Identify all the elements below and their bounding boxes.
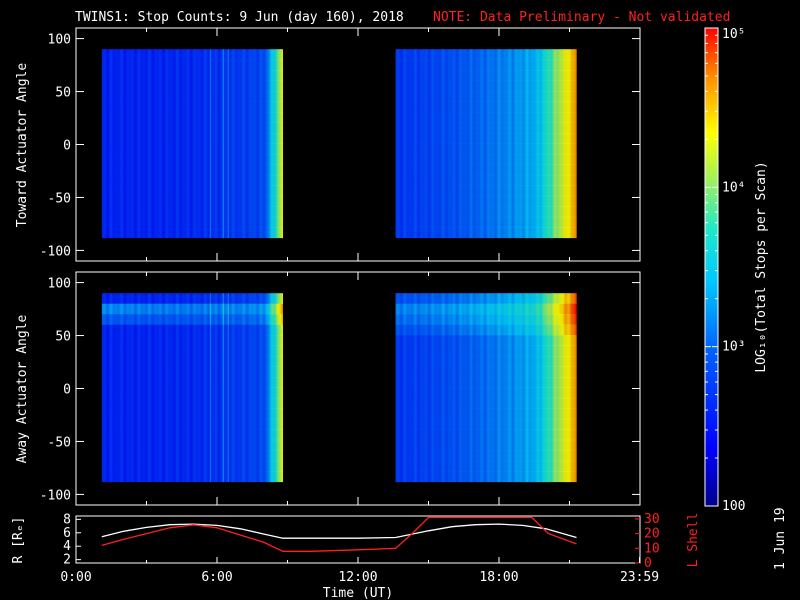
colorbar-label: LOG₁₀(Total Stops per Scan) xyxy=(754,161,769,372)
top-spectrogram-data xyxy=(101,49,577,239)
y-tick-label: 50 xyxy=(55,86,71,101)
r-tick-label: 2 xyxy=(63,553,71,568)
x-axis-label: Time (UT) xyxy=(323,586,393,600)
colorbar-gradient xyxy=(705,28,718,506)
orbit-panel-frame xyxy=(75,515,641,564)
colorbar-tick-label: 10⁵ xyxy=(722,27,745,42)
r-tick-label: 4 xyxy=(63,539,71,554)
x-tick-label: 0:00 xyxy=(60,570,91,585)
y-tick-label: 0 xyxy=(63,139,71,154)
x-tick-label: 12:00 xyxy=(338,570,377,585)
lshell-series-line xyxy=(101,516,577,552)
colorbar-ticks: 10⁵ 10⁴ 10³ 100 xyxy=(705,27,745,514)
lshell-tick-label: 10 xyxy=(644,541,660,556)
r-tick-label: 6 xyxy=(63,526,71,541)
colorbar-tick-label: 10³ xyxy=(722,340,745,355)
x-tick-label: 6:00 xyxy=(201,570,232,585)
y-tick-label: 100 xyxy=(48,33,71,48)
top-y-ticks: 100 50 0 -50 -100 xyxy=(40,28,641,261)
colorbar-tick-label: 100 xyxy=(722,499,745,514)
chart-title: TWINS1: Stop Counts: 9 Jun (day 160), 20… xyxy=(75,10,404,25)
r-axis-label: R [Rₑ] xyxy=(11,517,26,564)
x-tick-label: 23:59 xyxy=(620,570,659,585)
x-tick-label: 18:00 xyxy=(479,570,518,585)
y-tick-label: -100 xyxy=(40,244,71,259)
spectrogram-segment-2 xyxy=(395,49,397,61)
r-tick-label: 8 xyxy=(63,512,71,527)
y-tick-label: -100 xyxy=(40,488,71,503)
lshell-tick-label: 0 xyxy=(644,556,652,571)
y-tick-label: 50 xyxy=(55,330,71,345)
r-series-line xyxy=(101,523,577,539)
bottom-panel: 100 50 0 -50 -100 Away Actuator Angle xyxy=(15,271,641,506)
orbit-lines xyxy=(101,516,577,552)
top-panel: 100 50 0 -50 -100 Toward Actuator Angle xyxy=(15,27,641,262)
generation-date: 1 Jun 19 xyxy=(773,507,788,570)
bottom-y-label: Away Actuator Angle xyxy=(15,314,30,463)
colorbar-tick-label: 10⁴ xyxy=(722,180,745,195)
colorbar: 10⁵ 10⁴ 10³ 100 LOG₁₀(Total Stops per Scan) xyxy=(704,27,769,514)
lshell-axis-label: L Shell xyxy=(686,513,701,568)
bottom-spectrogram-data xyxy=(101,293,577,483)
spectrogram-segment-1 xyxy=(101,293,103,305)
lshell-tick-label: 20 xyxy=(644,527,660,542)
bottom-y-ticks: 100 50 0 -50 -100 xyxy=(40,272,641,505)
top-y-label: Toward Actuator Angle xyxy=(15,63,30,228)
colorbar-frame xyxy=(704,27,719,507)
spectrogram-segment-2 xyxy=(395,293,397,305)
spectrogram-segment-1 xyxy=(101,49,103,61)
y-tick-label: 0 xyxy=(63,383,71,398)
lshell-tick-label: 30 xyxy=(644,512,660,527)
preliminary-note: NOTE: Data Preliminary - Not validated xyxy=(433,10,730,25)
y-tick-label: 100 xyxy=(48,277,71,292)
y-tick-label: -50 xyxy=(48,435,71,450)
y-tick-label: -50 xyxy=(48,191,71,206)
